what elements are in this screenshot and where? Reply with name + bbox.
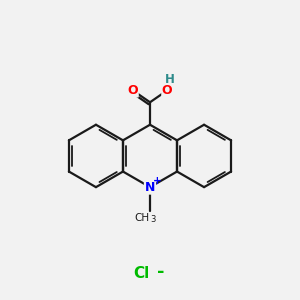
Text: CH: CH: [135, 213, 150, 223]
Text: +: +: [153, 176, 161, 186]
Text: O: O: [162, 84, 172, 97]
Text: H: H: [165, 73, 175, 86]
Text: -: -: [157, 263, 164, 281]
Text: O: O: [128, 84, 138, 97]
Text: 3: 3: [151, 215, 156, 224]
Text: N: N: [145, 181, 155, 194]
Text: Cl: Cl: [133, 266, 149, 281]
